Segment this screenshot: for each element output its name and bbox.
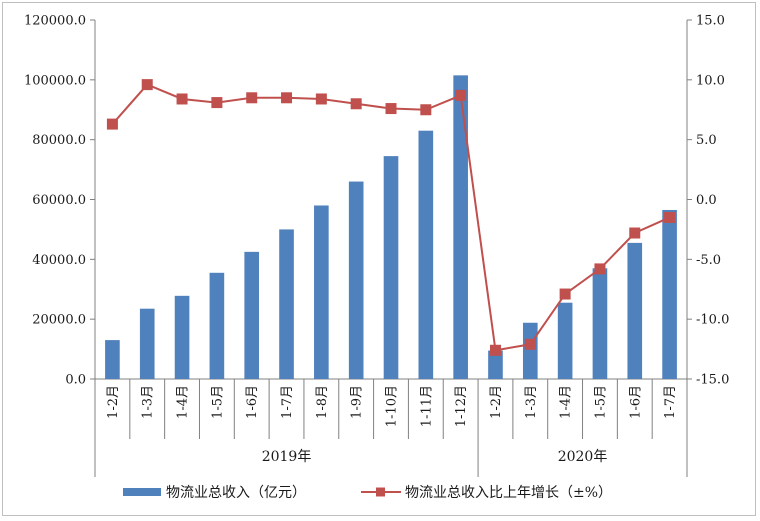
group-label: 2019年 — [262, 449, 312, 465]
bar — [627, 242, 643, 379]
line-marker — [106, 118, 118, 130]
category-label: 1-2月 — [489, 385, 504, 419]
bar — [662, 209, 677, 379]
left-tick-label: 60000.0 — [32, 193, 86, 208]
legend: 物流业总收入（亿元） 物流业总收入比上年增长（±%） — [123, 485, 612, 501]
line-marker — [350, 98, 362, 110]
left-tick-label: 100000.0 — [24, 73, 86, 88]
line-marker — [211, 97, 223, 109]
right-tick-label: 0.0 — [696, 193, 717, 208]
category-label: 1-11月 — [419, 385, 434, 427]
line-marker — [524, 338, 536, 350]
category-label: 1-5月 — [210, 385, 225, 419]
category-label: 1-5月 — [593, 385, 608, 419]
bar — [105, 340, 120, 379]
bar — [383, 156, 399, 379]
bar — [453, 75, 468, 380]
chart-frame: 0.0 20000.0 40000.0 60000.0 80000.0 100000.0 1… — [2, 2, 756, 516]
bar — [592, 268, 608, 379]
bar — [314, 205, 329, 379]
right-tick-label: -10.0 — [696, 313, 729, 328]
category-label: 1-10月 — [385, 385, 400, 427]
category-label: 1-8月 — [315, 385, 330, 419]
legend-line-label: 物流业总收入比上年增长（±%） — [405, 485, 612, 501]
line-marker — [385, 103, 397, 115]
line-marker — [281, 92, 293, 104]
line-marker — [246, 92, 258, 104]
legend-line-marker — [376, 487, 385, 497]
line-marker — [489, 344, 501, 356]
category-label: 1-7月 — [663, 385, 678, 419]
right-tick-label: -15.0 — [696, 373, 729, 388]
line-marker — [559, 288, 571, 300]
bar — [209, 272, 225, 379]
legend-bar-swatch — [123, 488, 161, 496]
line-marker — [664, 211, 676, 223]
right-tick-label: 15.0 — [696, 14, 725, 29]
bar — [174, 295, 190, 379]
bar — [557, 302, 573, 379]
line-marker — [629, 227, 641, 239]
bar — [488, 350, 503, 379]
category-label: 1-4月 — [176, 385, 191, 419]
legend-bar-label: 物流业总收入（亿元） — [166, 485, 306, 501]
line-marker — [176, 93, 188, 105]
left-tick-label: 40000.0 — [32, 253, 86, 268]
category-label: 1-6月 — [245, 385, 260, 419]
line-marker — [594, 263, 606, 275]
bar — [522, 322, 538, 379]
left-tick-label: 80000.0 — [32, 133, 86, 148]
bar — [418, 130, 434, 379]
chart-svg: 0.0 20000.0 40000.0 60000.0 80000.0 100000.0 1… — [24, 14, 729, 502]
category-label: 1-2月 — [106, 385, 121, 419]
bar — [348, 181, 364, 379]
category-label: 1-6月 — [628, 385, 643, 419]
left-tick-label: 120000.0 — [24, 14, 86, 29]
left-tick-label: 0.0 — [65, 373, 86, 388]
category-label: 1-3月 — [524, 385, 539, 419]
bar — [244, 251, 260, 379]
category-label: 1-12月 — [454, 385, 469, 427]
labels-layer: 0.0 20000.0 40000.0 60000.0 80000.0 100000.0 1… — [24, 14, 729, 466]
right-tick-label: 10.0 — [696, 73, 725, 88]
right-tick-label: 5.0 — [696, 133, 717, 148]
category-label: 1-4月 — [559, 385, 574, 419]
bars-layer — [105, 75, 677, 380]
group-label: 2020年 — [558, 449, 608, 465]
line-marker — [455, 89, 467, 101]
category-label: 1-3月 — [141, 385, 156, 419]
bar — [139, 308, 155, 379]
bar — [279, 229, 294, 379]
category-label: 1-7月 — [280, 385, 295, 419]
left-tick-label: 20000.0 — [32, 313, 86, 328]
line-marker — [420, 104, 432, 116]
category-label: 1-9月 — [350, 385, 365, 419]
line-marker — [315, 93, 327, 105]
line-marker — [141, 79, 153, 91]
right-tick-label: -5.0 — [696, 253, 721, 268]
line-layer — [106, 79, 676, 356]
